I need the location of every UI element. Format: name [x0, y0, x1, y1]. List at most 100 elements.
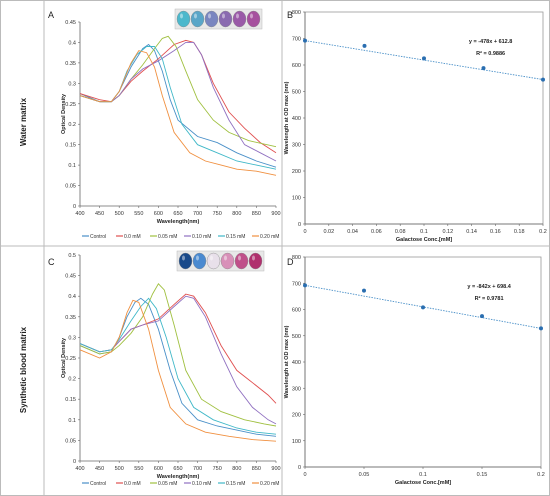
x-tick-label: 0.14 — [466, 229, 477, 235]
cuvette-well — [220, 252, 235, 270]
well-highlight — [222, 13, 225, 19]
y-tick-label: 0.05 — [65, 184, 76, 190]
data-point — [303, 38, 307, 43]
x-tick-label: 0.05 — [359, 472, 370, 478]
data-point — [541, 77, 545, 82]
legend-label: 0.20 mM — [260, 234, 279, 240]
r-squared-label: R² = 0.9781 — [475, 295, 504, 302]
y-tick-label: 0.45 — [65, 274, 76, 280]
y-tick-label: 100 — [292, 196, 301, 202]
x-tick-label: 550 — [134, 466, 143, 472]
y-axis-title: Wavelength at OD max (nm) — [284, 81, 290, 154]
y-tick-label: 0.1 — [68, 418, 76, 424]
y-tick-label: 300 — [292, 386, 301, 392]
legend-label: Control — [90, 481, 106, 487]
series-line — [79, 299, 277, 442]
x-tick-label: 800 — [232, 211, 241, 217]
well-highlight — [196, 255, 199, 261]
y-axis-title: Optical Density — [61, 93, 67, 134]
legend-label: 0.0 mM — [124, 234, 141, 240]
y-tick-label: 0.1 — [68, 163, 76, 169]
x-tick-label: 0.02 — [323, 229, 334, 235]
data-point — [539, 326, 543, 331]
x-tick-label: 0.2 — [539, 229, 547, 235]
series-line — [79, 50, 277, 176]
x-tick-label: 600 — [154, 211, 163, 217]
data-point — [362, 288, 366, 293]
trendline-equation: y = -842x + 698.4 — [467, 284, 511, 290]
cuvette-well — [206, 252, 221, 270]
y-tick-label: 800 — [292, 255, 301, 261]
y-tick-label: 0.3 — [68, 81, 76, 87]
cuvette-well — [190, 10, 205, 28]
x-tick-label: 0.1 — [419, 472, 427, 478]
x-tick-label: 650 — [173, 211, 182, 217]
y-axis-title: Wavelength at OD max (nm) — [284, 325, 290, 398]
data-point — [421, 305, 425, 310]
well-highlight — [236, 13, 239, 19]
legend-label: 0.15 mM — [226, 234, 245, 240]
x-tick-label: 450 — [95, 466, 104, 472]
legend-label: 0.10 mM — [192, 481, 211, 487]
y-tick-label: 0.3 — [68, 335, 76, 341]
y-tick-label: 0 — [73, 204, 76, 210]
cuvette-well — [204, 10, 219, 28]
x-tick-label: 550 — [134, 211, 143, 217]
y-tick-label: 200 — [292, 169, 301, 175]
y-tick-label: 200 — [292, 413, 301, 419]
well-highlight — [210, 255, 213, 261]
legend-label: Control — [90, 234, 106, 240]
x-tick-label: 800 — [232, 466, 241, 472]
well-highlight — [238, 255, 241, 261]
x-axis-title: Wavelength(nm) — [157, 219, 200, 225]
data-point — [480, 314, 484, 319]
x-tick-label: 500 — [115, 466, 124, 472]
y-tick-label: 700 — [292, 37, 301, 43]
panel-letter: C — [48, 257, 55, 267]
x-tick-label: 500 — [115, 211, 124, 217]
trendline-equation: y = -478x + 612.8 — [469, 39, 512, 45]
cuvette-photo-water — [174, 8, 263, 30]
trendline — [304, 40, 544, 81]
x-tick-label: 750 — [213, 211, 222, 217]
x-tick-label: 650 — [173, 466, 182, 472]
x-tick-label: 900 — [271, 211, 280, 217]
y-tick-label: 0.2 — [68, 377, 76, 383]
cuvette-well — [218, 10, 233, 28]
row-label-water: Water matrix — [19, 97, 28, 146]
y-tick-label: 0.15 — [65, 143, 76, 149]
y-tick-label: 0 — [298, 222, 301, 228]
cuvette-well — [192, 252, 207, 270]
x-axis-title: Wavelength(nm) — [157, 474, 200, 480]
y-tick-label: 0.35 — [65, 61, 76, 67]
y-tick-label: 600 — [292, 63, 301, 69]
y-tick-label: 0.4 — [68, 40, 76, 46]
series-line — [79, 283, 277, 427]
y-tick-label: 400 — [292, 116, 301, 122]
data-point — [422, 56, 426, 61]
r-squared-label: R² = 0.9886 — [476, 50, 505, 57]
y-tick-label: 0.15 — [65, 397, 76, 403]
well-highlight — [250, 13, 253, 19]
row-label-blood: Synthetic blood matrix — [19, 326, 28, 413]
x-tick-label: 400 — [75, 466, 84, 472]
x-axis-title: Galactose Conc.[mM] — [395, 480, 451, 486]
panel-letter: A — [48, 10, 54, 20]
chart-panel-d: 0 100 200 300 400 500 600 700 800 0 0.05 0.1 0.15 0.2… — [284, 255, 545, 486]
x-tick-label: 0.12 — [442, 229, 453, 235]
x-tick-label: 0.04 — [347, 229, 358, 235]
cuvette-well — [232, 10, 247, 28]
well-highlight — [252, 255, 255, 261]
cuvette-well — [234, 252, 249, 270]
x-tick-label: 600 — [154, 466, 163, 472]
x-tick-label: 0.06 — [371, 229, 382, 235]
y-tick-label: 0.25 — [65, 356, 76, 362]
y-tick-label: 0.35 — [65, 315, 76, 321]
legend-label: 0.05 mM — [158, 481, 177, 487]
legend-label: 0.05 mM — [158, 234, 177, 240]
chart-panel-c: 0 0.05 0.1 0.15 0.2 0.25 0.3 0.35 0.4 0.45 0.5 400 4… — [61, 253, 281, 487]
panel-letter: B — [287, 10, 293, 20]
well-highlight — [182, 255, 185, 261]
